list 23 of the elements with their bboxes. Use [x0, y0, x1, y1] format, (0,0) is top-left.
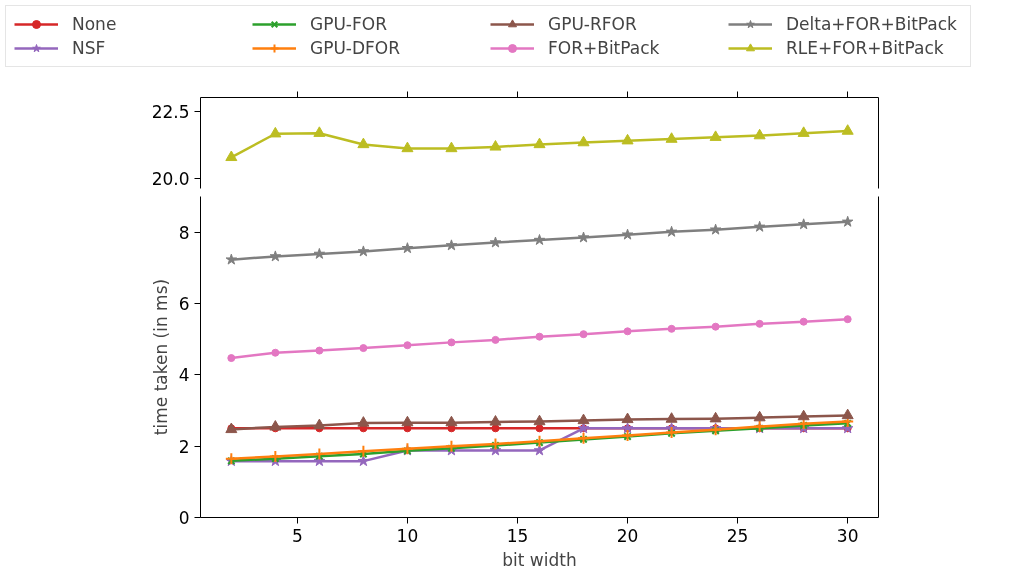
y-tick-label: 2 [178, 436, 190, 457]
x-tick-label: 5 [291, 525, 303, 546]
legend-label: GPU-FOR [310, 14, 388, 34]
legend-label: None [72, 14, 118, 34]
x-tick-label: 10 [396, 525, 419, 546]
y-tick-label: 6 [178, 294, 190, 314]
y-tick-label: 0 [178, 508, 190, 528]
y-axis-title: time taken (in ms) [150, 278, 171, 436]
y-tick-label: 8 [178, 222, 190, 243]
x-tick-label: 15 [506, 525, 529, 546]
legend-label: Delta+FOR+BitPack [786, 14, 958, 34]
x-tick-label: 20 [616, 525, 639, 546]
x-tick-label: 25 [726, 525, 749, 546]
legend-label: NSF [72, 38, 107, 58]
legend-label: FOR+BitPack [548, 38, 661, 58]
legend-label: GPU-DFOR [310, 38, 402, 58]
x-axis-title: bit width [502, 549, 577, 570]
legend-label: GPU-RFOR [548, 14, 638, 34]
legend-label: RLE+FOR+BitPack [786, 38, 945, 58]
y-tick-label: 4 [178, 365, 190, 386]
y-tick-label: 20.0 [151, 169, 190, 190]
x-tick-label: 30 [836, 525, 859, 546]
y-tick-label: 22.5 [151, 101, 190, 122]
